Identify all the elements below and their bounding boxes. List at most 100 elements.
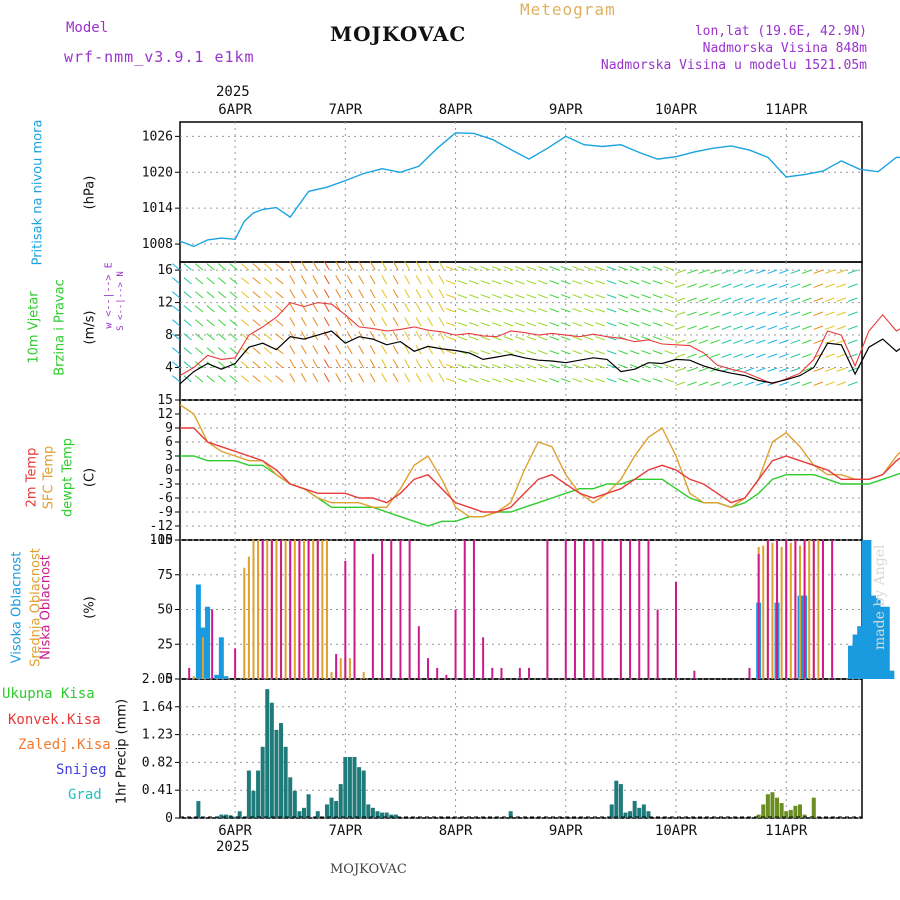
precip-bar <box>265 689 270 818</box>
wind-arrow <box>415 331 422 341</box>
wind-arrow <box>606 294 617 299</box>
y-tick-label: 100 <box>150 533 173 548</box>
wind-arrow <box>836 381 847 386</box>
wind-arrow <box>606 280 617 285</box>
cloud-bar-1 <box>293 540 296 679</box>
wind-arrow <box>263 263 273 271</box>
wind-arrow <box>229 277 238 285</box>
cloud-bar-2 <box>234 648 237 679</box>
wind-arrow <box>572 280 583 285</box>
wind-arrow <box>813 325 824 330</box>
credit-label: made by Angel <box>872 544 888 651</box>
cloud-bar-2 <box>261 540 264 679</box>
wind-arrow <box>289 317 296 327</box>
dewpoint-line <box>180 455 900 527</box>
wind-arrow <box>549 280 560 285</box>
wind-arrow <box>572 336 583 341</box>
wind-arrow <box>404 303 411 313</box>
legend-total-rain: Ukupna Kisa <box>2 686 95 702</box>
wind-arrow <box>346 345 353 355</box>
wind-arrow <box>698 283 709 288</box>
wind-arrow <box>572 350 583 355</box>
wind-arrow <box>183 319 192 327</box>
wind-arrow <box>438 359 445 369</box>
wind-arrow <box>687 367 697 372</box>
wind-arrow <box>415 317 422 327</box>
precip-bar <box>370 807 375 818</box>
wind-arrow <box>275 291 284 299</box>
cloud-bar-2 <box>573 540 576 679</box>
wind-arrow <box>813 311 824 316</box>
wind-arrow <box>664 378 674 383</box>
wind-arrow <box>801 283 812 288</box>
wind-arrow <box>445 336 456 341</box>
wind-arrow <box>289 373 296 383</box>
wind-arrow <box>206 291 215 299</box>
wind-arrow <box>415 275 422 285</box>
wind-arrow <box>346 373 353 383</box>
cloud-bar-0 <box>889 670 895 679</box>
wind-arrow <box>217 347 227 355</box>
wind-arrow <box>300 289 307 299</box>
cloud-bar-0 <box>861 540 867 679</box>
precip-bar <box>761 804 766 818</box>
wind-arrow <box>537 364 548 369</box>
cloud-bar-2 <box>518 667 521 679</box>
wind-arrow <box>549 364 560 369</box>
wind-compass-2: S <--|--> N <box>116 271 126 331</box>
wind-arrow <box>801 297 812 302</box>
cloud-bar-2 <box>776 540 779 679</box>
legend-convective-rain: Konvek.Kisa <box>8 712 101 728</box>
wind-arrow <box>549 378 560 383</box>
wind-arrow <box>675 297 686 302</box>
wind-arrow <box>252 319 261 327</box>
cloud-bar-2 <box>546 540 549 679</box>
cloud-bar-1 <box>312 540 315 679</box>
wind-arrow <box>824 325 835 330</box>
precip-bar <box>357 767 362 818</box>
wind-arrow <box>335 275 342 285</box>
wind-arrow <box>641 308 651 313</box>
cloud-bar-2 <box>812 540 815 679</box>
wind-arrow <box>824 311 835 316</box>
wind-arrow <box>595 322 605 327</box>
wind-arrow <box>468 294 479 299</box>
wind-arrow <box>194 277 204 285</box>
precip-bar <box>251 790 256 818</box>
top-date-label: 9APR <box>549 102 583 118</box>
cloud-bar-1 <box>303 540 305 679</box>
cloud-bar-1 <box>252 540 255 679</box>
wind-arrow <box>438 261 445 271</box>
wind-arrow <box>346 289 353 299</box>
cloud-bar-1 <box>247 556 250 679</box>
cloud-bar-2 <box>408 540 411 679</box>
wind-arrow <box>415 303 422 313</box>
wind-arrow <box>369 345 376 355</box>
wind-arrow <box>767 283 778 288</box>
precip-bar <box>609 804 614 818</box>
wind-arrow <box>206 305 215 313</box>
wind-arrow <box>652 280 663 285</box>
footer-location: MOJKOVAC <box>330 862 407 877</box>
cloud-bar-0 <box>866 540 872 679</box>
wind-arrow <box>526 378 537 383</box>
wind-arrow <box>824 269 835 274</box>
wind-arrow <box>392 359 399 369</box>
wind-arrow <box>381 373 388 383</box>
cloud-bar-2 <box>619 540 622 679</box>
wind-arrow <box>664 322 674 327</box>
panel-frame-pressure <box>179 121 863 263</box>
y-tick-label: 1014 <box>142 201 173 216</box>
wind-arrow <box>172 375 181 383</box>
wind-arrow <box>323 317 330 327</box>
wind-arrow <box>217 319 227 327</box>
wind-arrow <box>217 375 227 383</box>
wind-arrow <box>300 345 307 355</box>
wind-arrow <box>172 347 181 355</box>
wind-arrow <box>289 275 296 285</box>
wind-arrow <box>778 325 789 330</box>
wind-arrow <box>457 266 468 271</box>
wind-arrow <box>263 361 273 369</box>
precip-bar <box>315 811 320 818</box>
wind-arrow <box>172 291 181 299</box>
